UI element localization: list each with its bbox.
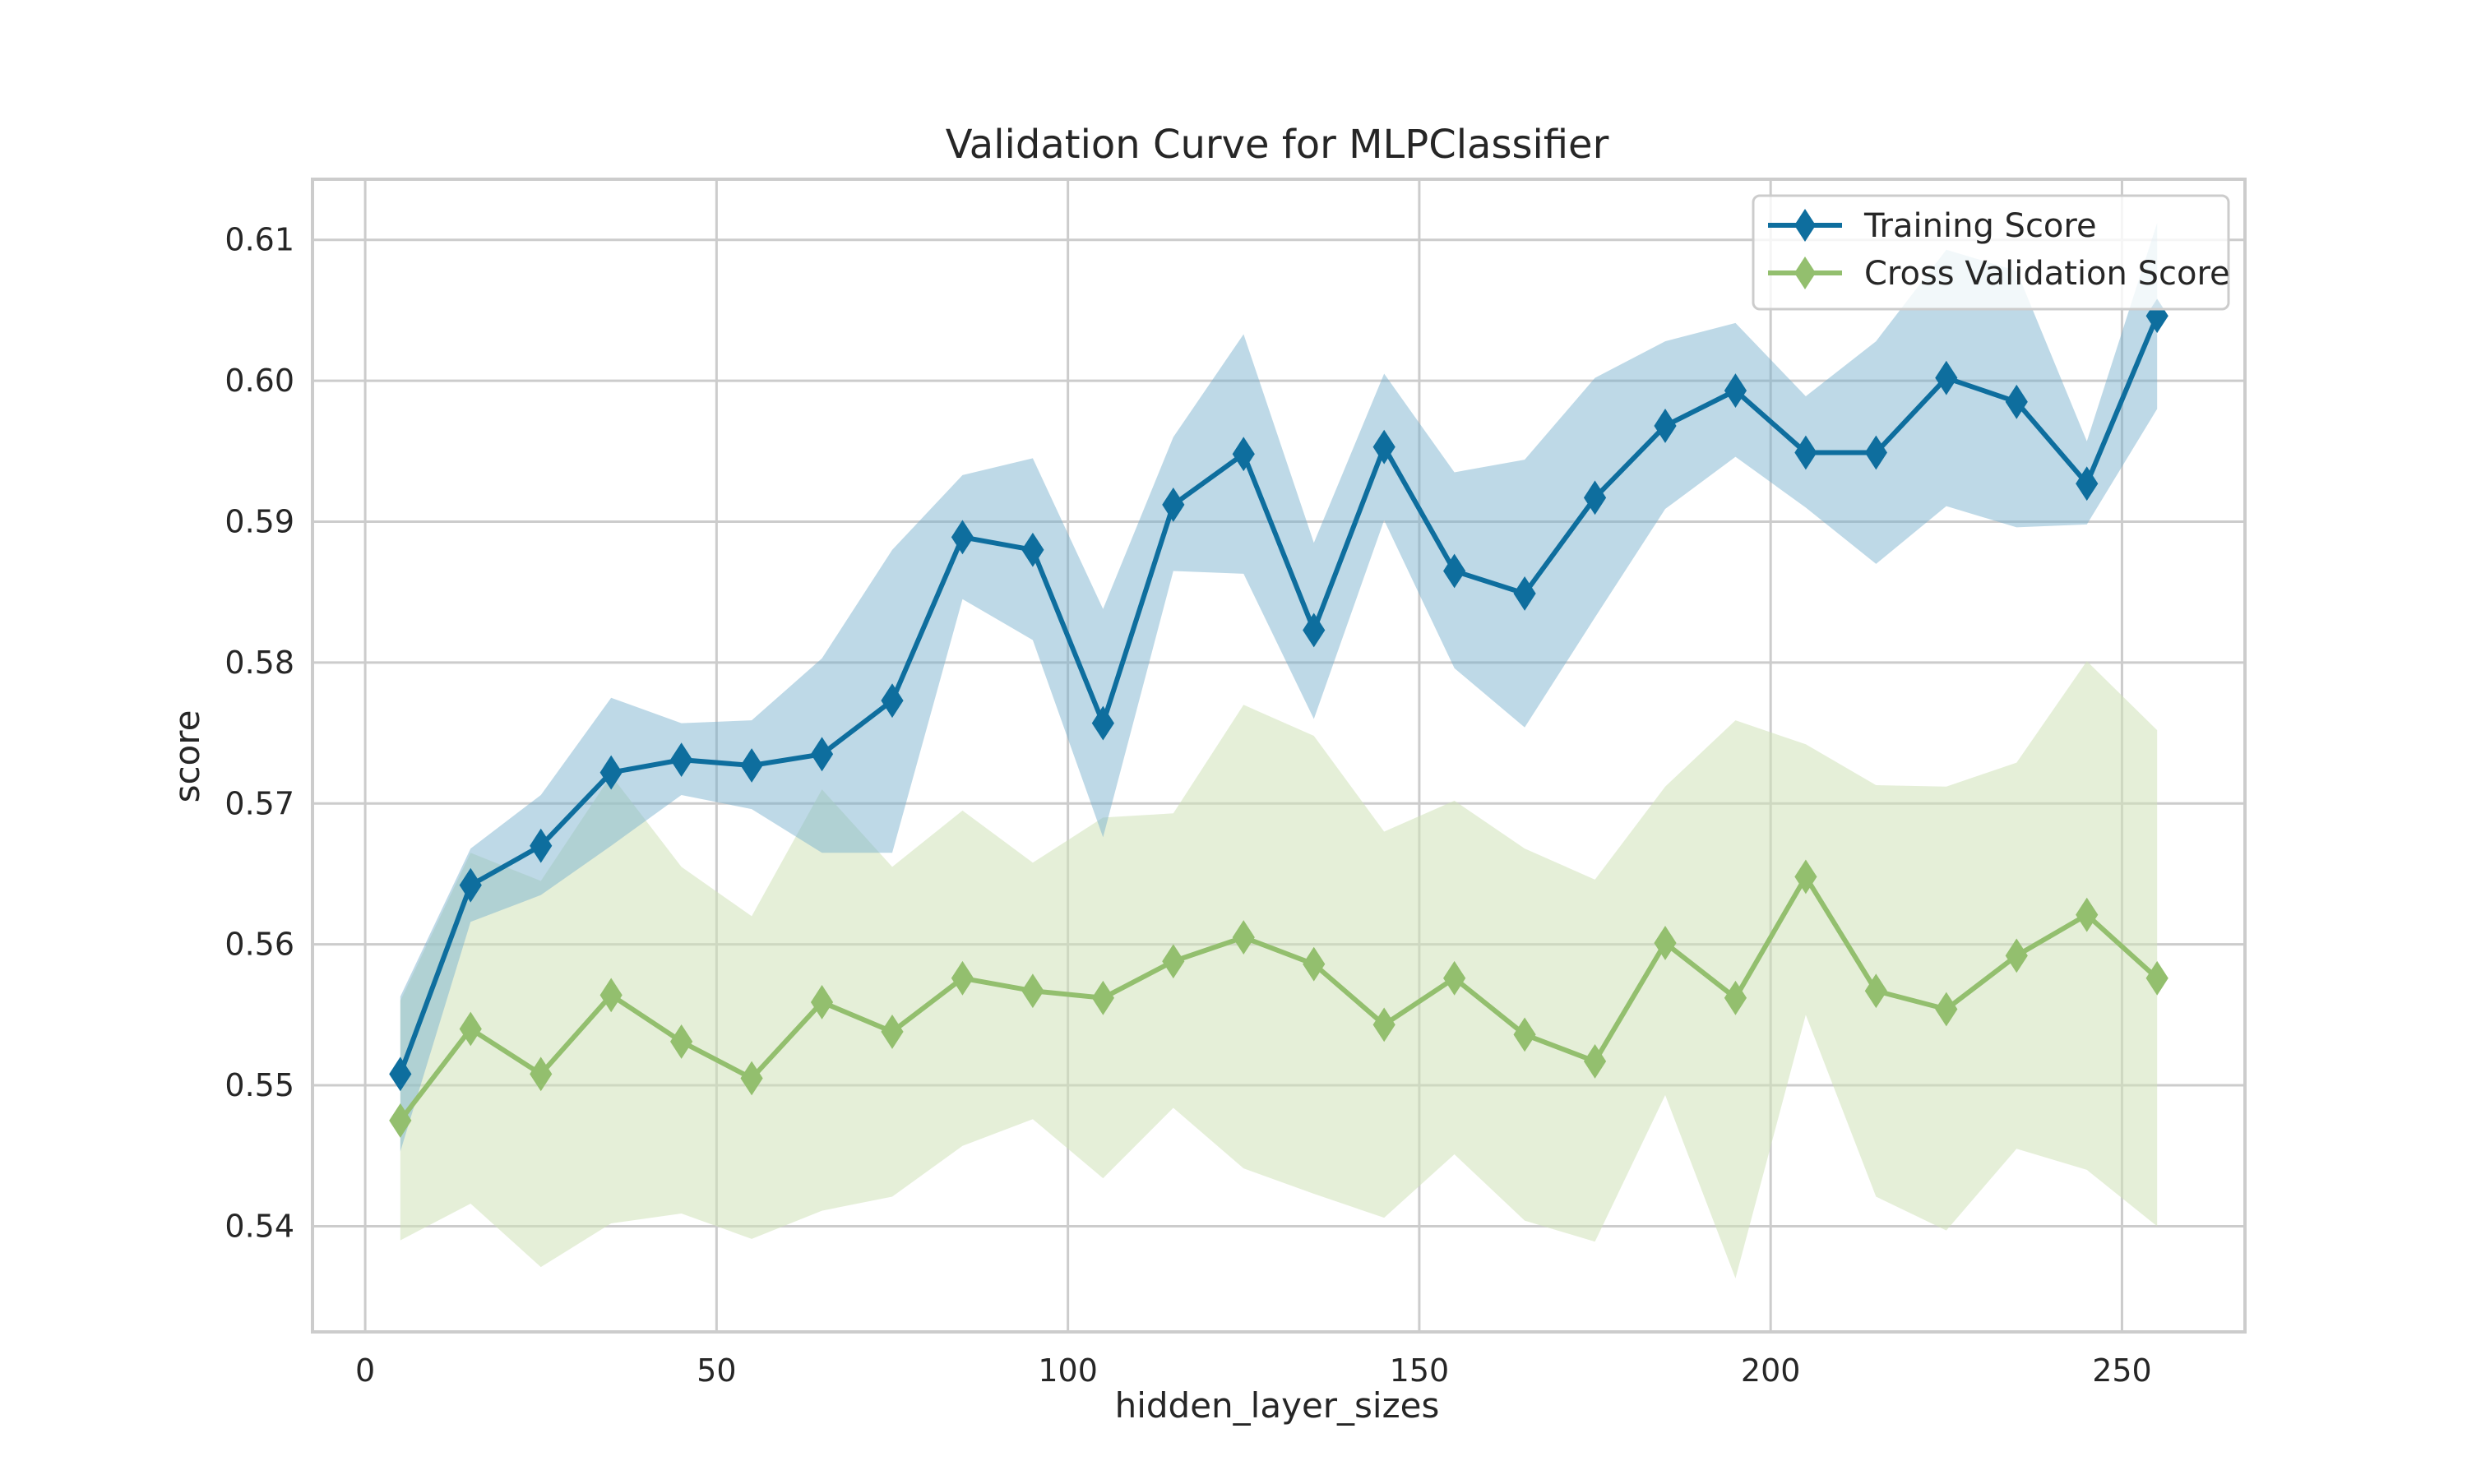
- training-score-point: [599, 755, 623, 790]
- cross-validation-score-line: [398, 874, 2159, 1122]
- cross-validation-score-point: [810, 985, 834, 1019]
- cross-validation-score-point: [2145, 960, 2168, 996]
- y-axis-label: score: [167, 710, 207, 803]
- training-score-point: [1021, 532, 1044, 567]
- cross-validation-score-point: [389, 1103, 412, 1138]
- cross-validation-score-point: [1583, 1044, 1607, 1079]
- training-score-point: [1372, 429, 1395, 465]
- legend-training-score-marker: [1794, 209, 1816, 242]
- training-score-line: [398, 315, 2159, 1075]
- y-tick-label: 0.55: [224, 1067, 294, 1103]
- cross-validation-score-point: [740, 1061, 763, 1096]
- cross-validation-score-point: [1513, 1017, 1536, 1052]
- legend: Training Score Cross Validation Score: [1752, 194, 2230, 311]
- legend-cross-validation-score-marker: [1794, 257, 1816, 289]
- y-tick-label: 0.58: [224, 645, 294, 681]
- training-score-point: [1583, 480, 1607, 515]
- cross-validation-score-point: [1372, 1007, 1395, 1042]
- training-score-point: [1654, 409, 1677, 443]
- legend-training-score-label: Training Score: [1863, 207, 2097, 245]
- training-score-point: [1162, 488, 1185, 522]
- cross-validation-score-point: [670, 1024, 693, 1059]
- training-score-point: [459, 867, 482, 903]
- cross-validation-score-point: [1162, 944, 1185, 979]
- training-score-point: [740, 748, 763, 783]
- cross-validation-score-point: [1232, 920, 1255, 955]
- chart-title: Validation Curve for MLPClassifier: [946, 122, 1609, 168]
- ticks-layer: 0 50 100 150 200 250 0.54 0.55 0.56 0.57 0.58 0.59 0…: [224, 222, 2151, 1389]
- lines-layer: [389, 298, 2168, 1138]
- cross-validation-score-point: [1091, 980, 1114, 1015]
- training-score-point: [951, 520, 974, 555]
- cross-validation-score-point: [951, 960, 974, 996]
- training-score-point: [670, 742, 693, 778]
- training-score-point: [1724, 373, 1747, 409]
- legend-box: [1752, 194, 2230, 311]
- training-score-point: [530, 828, 553, 863]
- training-score-point: [1513, 576, 1536, 611]
- y-tick-label: 0.56: [224, 927, 294, 963]
- y-tick-label: 0.59: [224, 503, 294, 539]
- training-score-point: [1443, 553, 1466, 589]
- training-score-point: [2076, 466, 2099, 502]
- training-score-point: [810, 737, 834, 772]
- x-axis-label: hidden_layer_sizes: [1115, 1385, 1440, 1426]
- legend-cross-validation-score-label: Cross Validation Score: [1864, 255, 2230, 293]
- cross-validation-score-point: [530, 1056, 553, 1092]
- cross-validation-score-point: [1935, 992, 1958, 1027]
- cross-validation-score-point: [1864, 973, 1887, 1009]
- training-score-point: [389, 1056, 412, 1092]
- training-score-point: [1303, 613, 1326, 648]
- training-score-point: [1935, 360, 1958, 395]
- training-score-point: [1794, 435, 1817, 470]
- cross-validation-score-point: [459, 1011, 482, 1047]
- y-tick-label: 0.60: [224, 363, 294, 399]
- training-score-point: [1232, 437, 1255, 472]
- cross-validation-score-point: [1654, 926, 1677, 960]
- training-score-point: [1864, 435, 1887, 470]
- plot-frame: [311, 178, 2247, 1334]
- cross-validation-score-point: [599, 978, 623, 1013]
- cross-validation-score-point: [1303, 946, 1326, 982]
- x-tick-label: 50: [697, 1352, 736, 1389]
- cross-validation-score-band: [400, 661, 2158, 1278]
- x-tick-label: 250: [2092, 1352, 2152, 1389]
- training-score-point: [881, 683, 904, 719]
- cross-validation-score-point: [1794, 859, 1817, 895]
- x-tick-label: 100: [1038, 1352, 1098, 1389]
- frame-layer: [311, 178, 2247, 1334]
- y-tick-label: 0.54: [224, 1208, 294, 1244]
- cross-validation-score-point: [1724, 980, 1747, 1015]
- y-tick-label: 0.57: [224, 785, 294, 821]
- cross-validation-score-point: [881, 1015, 904, 1049]
- training-score-point: [1091, 705, 1114, 741]
- cross-validation-score-point: [2076, 897, 2099, 932]
- x-tick-label: 200: [1741, 1352, 1801, 1389]
- training-score-band: [400, 223, 2158, 1152]
- x-tick-label: 150: [1390, 1352, 1450, 1389]
- training-score-point: [2005, 384, 2028, 419]
- y-tick-label: 0.61: [224, 222, 294, 258]
- cross-validation-score-point: [1443, 960, 1466, 996]
- cross-validation-score-point: [1021, 973, 1044, 1009]
- cross-validation-score-point: [2005, 938, 2028, 973]
- bands-layer: [400, 223, 2158, 1278]
- x-tick-label: 0: [355, 1352, 375, 1389]
